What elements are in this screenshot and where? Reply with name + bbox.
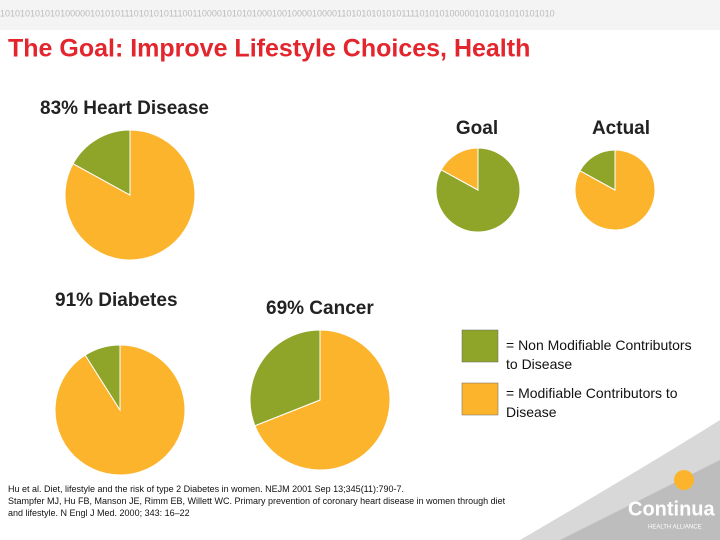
- pie-title: 91% Diabetes: [55, 290, 178, 311]
- pie-slice: [72, 129, 131, 196]
- pie-title: Goal: [456, 118, 498, 139]
- citation: Hu et al. Diet, lifestyle and the risk o…: [8, 483, 508, 519]
- pie-title: 69% Cancer: [266, 298, 374, 319]
- pie-slice: [579, 149, 616, 191]
- pie-title: 83% Heart Disease: [40, 98, 209, 119]
- legend-label: = Modifiable Contributors to Disease: [506, 385, 678, 420]
- citation-line: Stampfer MJ, Hu FB, Manson JE, Rimm EB, …: [8, 496, 506, 518]
- header-band: [0, 0, 720, 30]
- logo-name: Continua: [628, 498, 716, 520]
- logo-tagline: HEALTH ALLIANCE: [648, 525, 702, 531]
- slide-title: The Goal: Improve Lifestyle Choices, Hea…: [8, 35, 530, 63]
- legend-swatch: [461, 329, 499, 363]
- pie-slice: [84, 344, 121, 412]
- binary-strip: 1010101010101000001010101110101010111001…: [0, 8, 555, 18]
- pie-slice: [254, 329, 391, 471]
- pie-slice: [249, 329, 321, 427]
- citation-line: Hu et al. Diet, lifestyle and the risk o…: [8, 484, 405, 494]
- pie-slice: [435, 147, 521, 233]
- logo-icon: [674, 470, 694, 490]
- pie-title: Actual: [592, 118, 650, 139]
- legend-label: = Non Modifiable Contributors to Disease: [506, 337, 692, 372]
- legend-swatch: [461, 382, 499, 416]
- pie-slice: [440, 147, 479, 191]
- pie-slice: [64, 129, 196, 261]
